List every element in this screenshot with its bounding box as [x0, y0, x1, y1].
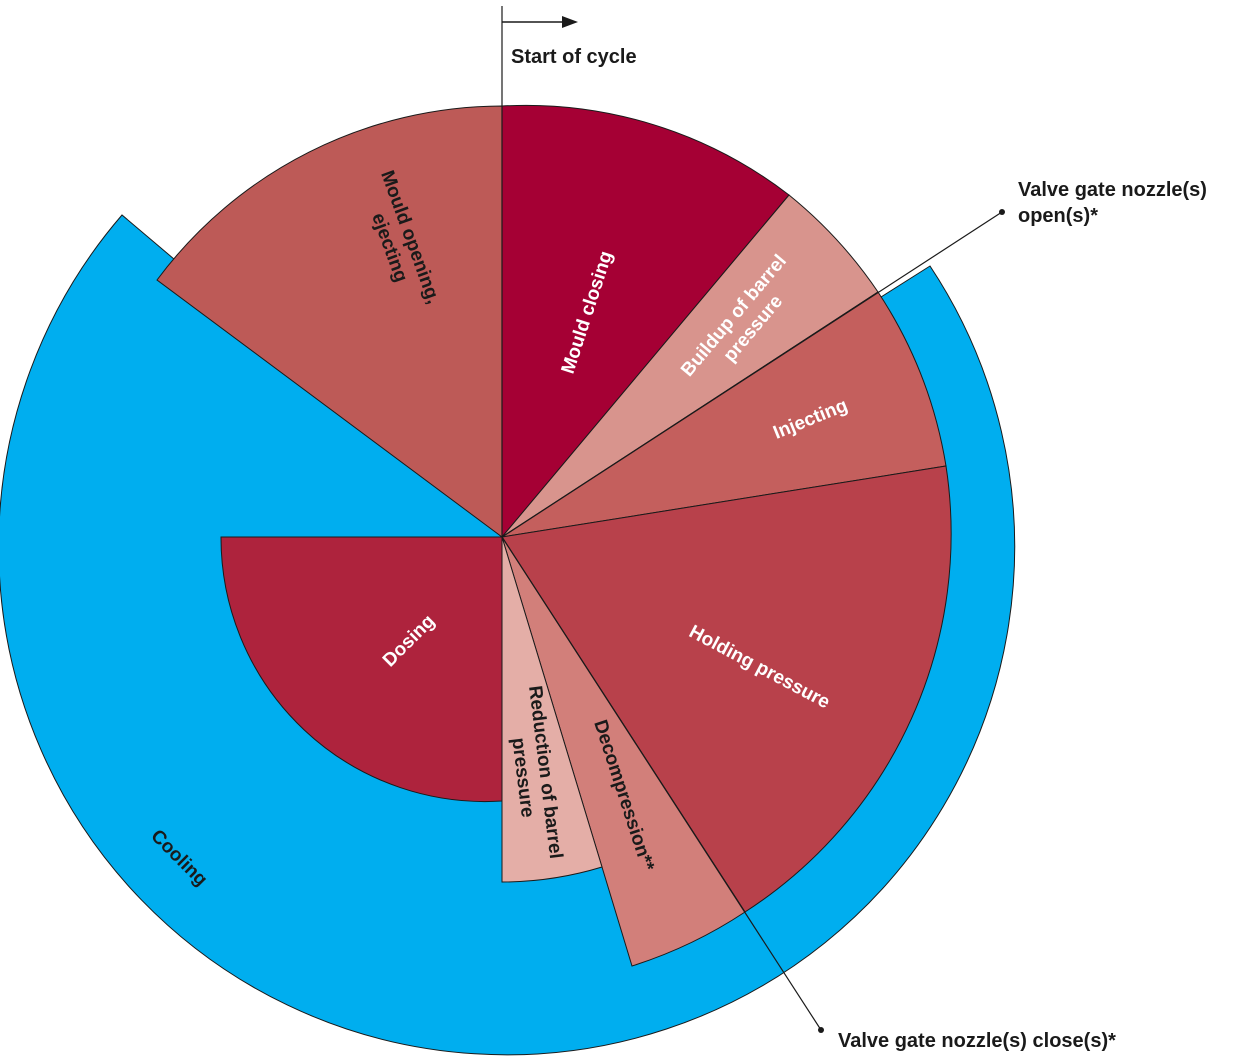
valve-open-label: Valve gate nozzle(s) open(s)* [1018, 179, 1213, 227]
valve-close-dot [818, 1027, 824, 1033]
valve-close-leader [501, 536, 822, 1031]
valve-open-label-line-1: Valve gate nozzle(s) [1018, 179, 1207, 201]
segment-injecting [501, 291, 947, 538]
valve-open-leader [501, 211, 1003, 538]
valve-open-dot [999, 209, 1005, 215]
segment-holding-pressure [501, 465, 952, 913]
segment-reduction-barrel-pressure [501, 536, 603, 883]
segment-mould-opening-ejecting [156, 105, 503, 538]
segment-mould-closing [501, 104, 790, 539]
segment-dosing [220, 536, 503, 803]
valve-close-label: Valve gate nozzle(s) close(s)* [838, 1030, 1116, 1052]
valve-open-label-line-2: open(s)* [1018, 205, 1098, 227]
start-cycle-arrow-head [562, 16, 578, 28]
start-of-cycle-label: Start of cycle [511, 46, 637, 68]
